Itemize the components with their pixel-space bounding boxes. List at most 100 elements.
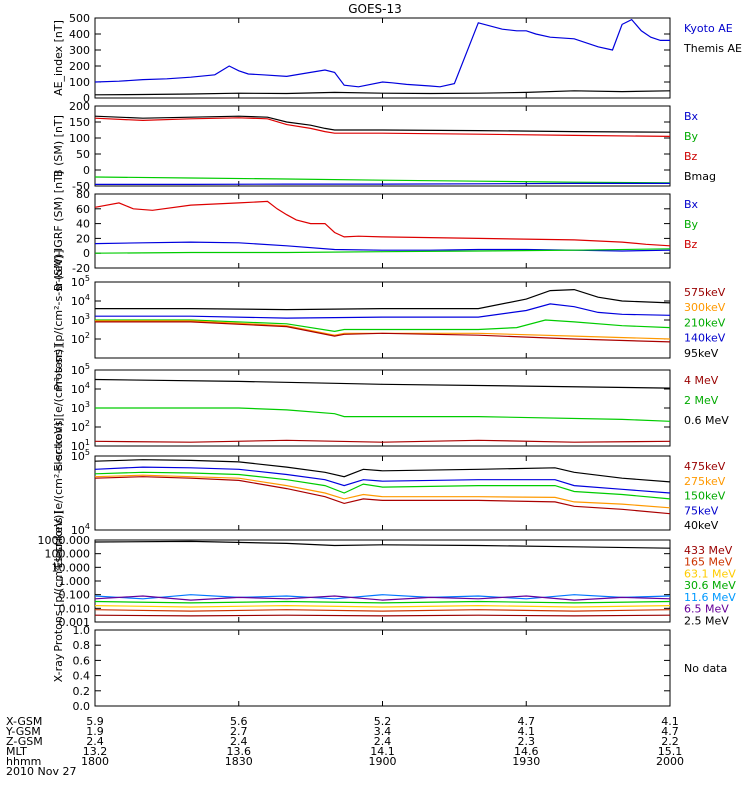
- footer-value: 1.9: [86, 725, 104, 738]
- series-475kev: [94, 476, 671, 515]
- legend-bx: Bx: [684, 198, 699, 211]
- legend-2-5-mev: 2.5 MeV: [684, 614, 729, 627]
- panel-1: 0 100 200 300 400 500 AE_index [nT] Kyoto AE The…: [52, 12, 742, 105]
- legend-bz: Bz: [684, 238, 698, 251]
- legend-95kev: 95keV: [684, 347, 719, 360]
- series-by: [94, 248, 671, 254]
- y-axis-label: Protons [p/(cm²-s-sr-keV)]: [52, 249, 65, 390]
- footer-value: 13.2: [83, 745, 108, 758]
- y-tick-label: 50: [76, 148, 90, 161]
- y-tick-label: 300: [69, 44, 90, 57]
- panel-5: 101 102 103 104 105 Electrons [e/(cm²-s-sr)] 4…: [52, 344, 729, 471]
- series-30-6-mev: [94, 600, 671, 604]
- legend-210kev: 210keV: [684, 316, 726, 329]
- footer-value: 1900: [369, 755, 397, 768]
- legend-300kev: 300keV: [684, 301, 726, 314]
- legend-63-1-mev: 63.1 MeV: [684, 567, 736, 580]
- legend-0-6-mev: 0.6 MeV: [684, 414, 729, 427]
- x-axis-footer: X-GSM 5.9 5.6 5.2 4.7 4.1Y-GSM 1.9 2.7 3.4 4.1 4.7…: [5, 715, 684, 778]
- footer-row-label: hhmm: [6, 755, 41, 768]
- y-tick-label: -50: [72, 180, 90, 193]
- series-kyoto-ae: [94, 18, 670, 88]
- footer-value: 1930: [512, 755, 540, 768]
- series-0-6-mev: [94, 378, 671, 389]
- y-axis-label: B (SM) [nT]: [52, 115, 65, 177]
- footer-value: 15.1: [658, 745, 683, 758]
- y-tick-label: 0.8: [73, 639, 91, 652]
- y-tick-label: 150: [69, 116, 90, 129]
- footer-value: 4.1: [661, 715, 679, 728]
- legend-165-mev: 165 MeV: [684, 556, 733, 569]
- y-tick-label: 0.001: [59, 616, 91, 629]
- panel-frame: [94, 539, 671, 623]
- panel-frame: [94, 17, 671, 99]
- footer-value: 2.2: [661, 735, 679, 748]
- footer-value: 2.3: [518, 735, 536, 748]
- series-165-mev: [94, 609, 671, 612]
- y-tick-label: 104: [71, 293, 90, 308]
- y-tick-label: 101: [71, 438, 90, 453]
- series-4-mev: [94, 439, 671, 443]
- y-tick-label: 0.0: [73, 700, 91, 713]
- y-tick-label: 1.000: [59, 575, 91, 588]
- legend-11-6-mev: 11.6 MeV: [684, 591, 736, 604]
- footer-value: 14.1: [370, 745, 395, 758]
- y-tick-label: 80: [76, 188, 90, 201]
- series-11-6-mev: [94, 594, 671, 600]
- y-tick-label: 0: [83, 92, 90, 105]
- legend-40kev: 40keV: [684, 519, 719, 532]
- y-axis-label: X-ray: [52, 653, 65, 682]
- y-tick-label: 10.000: [52, 561, 91, 574]
- legend-bmag: Bmag: [684, 170, 716, 183]
- y-tick-label: 0.010: [59, 602, 91, 615]
- footer-row-label: MLT: [6, 745, 27, 758]
- legend-kyoto-ae: Kyoto AE: [684, 22, 733, 35]
- y-tick-label: 0.6: [73, 654, 91, 667]
- footer-value: 4.7: [661, 725, 679, 738]
- panel-6: 104 105 Electrons [e/(cm²-s-sr-keV)] 475keV…: [52, 418, 726, 569]
- y-tick-label: 1.0: [73, 624, 91, 637]
- series-575kev: [95, 321, 671, 343]
- series-150kev: [94, 471, 671, 500]
- legend-275kev: 275keV: [684, 475, 726, 488]
- panel-frame: [94, 629, 671, 707]
- footer-value: 1830: [225, 755, 253, 768]
- y-tick-label: 102: [71, 331, 90, 346]
- y-tick-label: 105: [71, 448, 90, 463]
- footer-value: 5.6: [230, 715, 248, 728]
- y-axis-label: Electrons [e/(cm²-s-sr)]: [52, 344, 65, 471]
- footer-value: 5.2: [374, 715, 392, 728]
- y-tick-label: 60: [76, 203, 90, 216]
- y-tick-label: 20: [76, 232, 90, 245]
- series-63-1-mev: [94, 604, 671, 608]
- panel-8: 0.0 0.2 0.4 0.6 0.8 1.0 X-ray No data: [52, 624, 727, 713]
- series-275kev: [94, 474, 671, 509]
- y-tick-label: 100: [69, 132, 90, 145]
- footer-value: 2.7: [230, 725, 248, 738]
- series-themis-ae: [94, 90, 671, 96]
- legend-bx: Bx: [684, 110, 699, 123]
- legend-by: By: [684, 218, 699, 231]
- y-tick-label: 104: [71, 381, 90, 396]
- footer-value: 2.4: [86, 735, 104, 748]
- y-tick-label: 200: [69, 100, 90, 113]
- legend-475kev: 475keV: [684, 460, 726, 473]
- y-tick-label: 0: [83, 164, 90, 177]
- legend-433-mev: 433 MeV: [684, 544, 733, 557]
- y-axis-label: AE_index [nT]: [52, 20, 65, 96]
- footer-value: 1800: [81, 755, 109, 768]
- y-tick-label: 0: [83, 247, 90, 260]
- series-by: [94, 176, 671, 184]
- footer-value: 13.6: [227, 745, 252, 758]
- series-bz: [94, 200, 671, 247]
- footer-value: 2.4: [230, 735, 248, 748]
- legend-bz: Bz: [684, 150, 698, 163]
- y-axis-label: B (SM)-IGRF (SM) [nT]: [52, 171, 65, 291]
- footer-value: 5.9: [86, 715, 104, 728]
- series-bmag: [94, 115, 671, 133]
- footer-value: 2.4: [374, 735, 392, 748]
- series-95kev: [95, 288, 671, 311]
